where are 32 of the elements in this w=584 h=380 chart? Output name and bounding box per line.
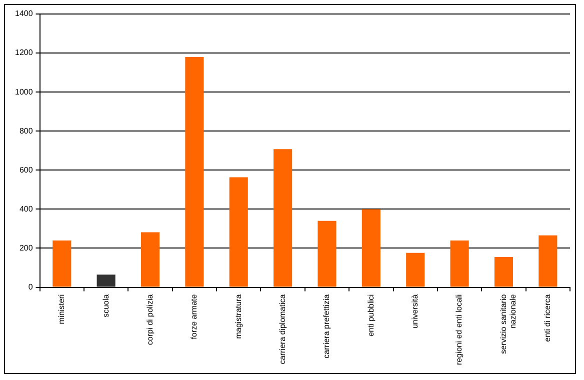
- x-tick-label: enti di ricerca: [543, 294, 552, 342]
- bar: [538, 235, 558, 287]
- bar: [406, 252, 425, 287]
- x-tick-label: forze armate: [190, 294, 199, 340]
- x-tick-label: magistratura: [234, 294, 243, 339]
- x-tick-label: regioni ed enti locali: [454, 294, 464, 366]
- y-tick-label: 0: [28, 282, 34, 292]
- bar: [185, 56, 204, 287]
- y-tick-label: 600: [19, 165, 34, 174]
- x-tick-label: carriera diplomatica: [278, 294, 288, 364]
- x-tick-label: corpi di polizia: [145, 294, 154, 345]
- bar: [450, 240, 469, 287]
- x-tick-label: università: [410, 294, 420, 329]
- y-tick-label: 400: [19, 204, 34, 214]
- x-tick-label: ministeri: [57, 294, 66, 324]
- bar: [274, 149, 292, 287]
- y-tick-label: 800: [19, 126, 34, 136]
- bar: [362, 209, 380, 287]
- x-tick-label: servizio sanitario nazionale: [498, 294, 518, 354]
- y-tick-label: 1200: [15, 48, 34, 58]
- y-tick-label: 1000: [15, 87, 34, 96]
- bar: [140, 232, 160, 287]
- bar: [494, 257, 514, 287]
- bar: [96, 274, 116, 287]
- bar: [229, 177, 248, 287]
- bar: [318, 220, 336, 287]
- x-tick-label: carriera prefettizia: [322, 294, 332, 358]
- y-tick-label: 200: [19, 243, 34, 252]
- x-tick-label: scuola: [101, 294, 110, 318]
- bar: [52, 240, 72, 287]
- y-tick-label: 1400: [15, 9, 34, 18]
- x-tick-label: enti pubblici: [366, 294, 376, 337]
